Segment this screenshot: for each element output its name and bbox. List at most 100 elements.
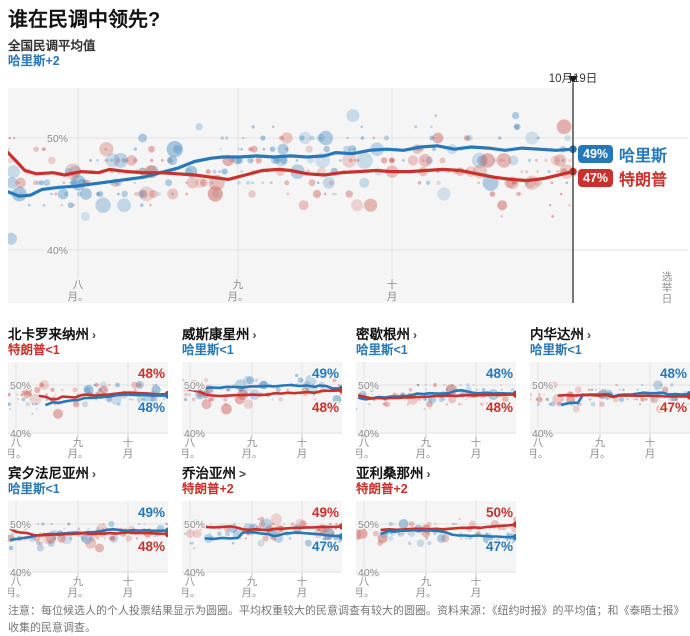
state-trend-chart-north-carolina[interactable]: 50% 40%八月。 九月。 十月 48% 48% <box>8 362 168 460</box>
bottom-value-label: 48% <box>486 400 513 415</box>
poll-dots-and-trend-layer <box>184 513 342 549</box>
chevron-right-icon: > <box>239 467 247 481</box>
state-card-georgia: 乔治亚州 > 特朗普+2 50% 40% 八月。 九月。 十月 49% 47% <box>182 466 342 599</box>
chevron-right-icon: › <box>252 328 257 342</box>
plot-background <box>182 501 342 573</box>
y-axis-tick: 50% <box>47 133 68 145</box>
x-axis-tick: 八月。 <box>182 437 201 460</box>
x-axis-tick: 九月。 <box>242 576 263 599</box>
red-trend-line <box>557 393 690 399</box>
state-link-wisconsin[interactable]: 威斯康星州 › <box>182 327 342 343</box>
state-card-nevada: 内华达州 › 哈里斯<1 50% 40% 八月。 九月。 十月 48% 47% <box>530 327 690 460</box>
poll-dots-and-trend-layer <box>8 521 168 553</box>
red-trend-line <box>357 393 516 400</box>
state-card-arizona: 亚利桑那州 › 特朗普+2 50% 40% 八月。 九月。 十月 50% 47% <box>356 466 516 599</box>
y-axis-tick: 50% <box>358 380 379 392</box>
bottom-value-label: 47% <box>660 400 687 415</box>
state-charts-row-2: 宾夕法尼亚州 › 哈里斯<1 50% 40% 八月。 九月。 十月 49% 48% 乔治亚州 > 特朗普… <box>8 466 690 599</box>
state-charts-row-1: 北卡罗来纳州 › 特朗普<1 50% 40% 八月。 九月。 十月 48% 48% 威斯康星州 › 哈里… <box>8 327 690 460</box>
y-axis-tick: 50% <box>358 519 379 531</box>
chevron-right-icon: › <box>92 467 96 481</box>
bottom-value-label: 48% <box>312 400 339 415</box>
y-axis-tick: 40% <box>184 428 205 440</box>
x-axis-tick: 十月 <box>471 575 482 599</box>
state-link-georgia[interactable]: 乔治亚州 > <box>182 466 342 482</box>
poll-dots-and-trend-layer <box>356 382 516 410</box>
blue-trend-line <box>45 393 168 406</box>
x-axis-tick: 八月。 <box>182 576 201 599</box>
blue-trend-line <box>8 144 573 198</box>
top-value-label: 48% <box>486 366 513 381</box>
x-axis-tick: 九月。 <box>68 437 89 460</box>
state-name: 密歇根州 <box>356 327 410 342</box>
state-margin-label: 哈里斯<1 <box>182 343 234 357</box>
y-axis-tick: 50% <box>184 380 205 392</box>
red-trend-line <box>204 525 342 532</box>
state-link-north-carolina[interactable]: 北卡罗来纳州 › <box>8 327 168 343</box>
state-card-wisconsin: 威斯康星州 › 哈里斯<1 50% 40% 八月。 九月。 十月 49% 48% <box>182 327 342 460</box>
page-title: 谁在民调中领先? <box>8 9 161 31</box>
state-card-pennsylvania: 宾夕法尼亚州 › 哈里斯<1 50% 40% 八月。 九月。 十月 49% 48% <box>8 466 168 599</box>
plot-background <box>8 88 573 303</box>
national-trend-chart[interactable]: 50% 40% 八月。 九月。 十月 选举日 <box>0 74 690 305</box>
red-trend-line <box>9 528 168 537</box>
state-margin-label: 特朗普<1 <box>8 343 60 357</box>
state-trend-chart-nevada[interactable]: 50% 40%八月。 九月。 十月 48% 47% <box>530 362 690 460</box>
blue-trend-line <box>204 530 342 541</box>
state-margin-label: 特朗普+2 <box>356 482 408 496</box>
state-link-michigan[interactable]: 密歇根州 › <box>356 327 516 343</box>
state-link-arizona[interactable]: 亚利桑那州 › <box>356 466 516 482</box>
x-axis-tick: 八月。 <box>356 576 375 599</box>
chevron-right-icon: › <box>413 328 417 342</box>
y-axis-tick: 40% <box>184 567 205 579</box>
state-trend-chart-pennsylvania[interactable]: 50% 40%八月。 九月。 十月 49% 48% <box>8 501 168 599</box>
x-axis-tick: 八月。 <box>530 437 549 460</box>
y-axis-tick: 40% <box>358 428 379 440</box>
plot-background <box>182 362 342 434</box>
state-card-michigan: 密歇根州 › 哈里斯<1 50% 40% 八月。 九月。 十月 48% 48% <box>356 327 516 460</box>
chevron-right-icon: › <box>426 467 431 481</box>
blue-end-dot <box>512 533 516 541</box>
state-trend-chart-wisconsin[interactable]: 50% 40%八月。 九月。 十月 49% 48% <box>182 362 342 460</box>
y-axis-tick: 40% <box>10 428 31 440</box>
x-axis-tick: 九月。 <box>242 437 263 460</box>
x-axis-tick: 十月 <box>645 436 656 460</box>
state-trend-chart-georgia[interactable]: 50% 40%八月。 九月。 十月 49% 47% <box>182 501 342 599</box>
x-axis-tick: 十月 <box>297 436 308 460</box>
red-trend-line <box>185 388 342 398</box>
red-end-dot <box>338 523 342 530</box>
bottom-value-label: 48% <box>138 400 165 415</box>
top-value-label: 50% <box>486 505 513 520</box>
date-marker-label: 10月19日 <box>548 73 598 85</box>
election-day-label: 选举日 <box>662 270 673 305</box>
state-trend-chart-arizona[interactable]: 50% 40%八月。 九月。 十月 50% 47% <box>356 501 516 599</box>
poll-dots-and-trend-layer <box>182 373 342 415</box>
state-link-pennsylvania[interactable]: 宾夕法尼亚州 › <box>8 466 168 482</box>
state-card-north-carolina: 北卡罗来纳州 › 特朗普<1 50% 40% 八月。 九月。 十月 48% 48% <box>8 327 168 460</box>
x-axis-tick: 八月。 <box>356 437 375 460</box>
x-axis-tick: 十月 <box>297 575 308 599</box>
red-end-dot <box>338 387 342 394</box>
poll-dots-and-trend-layer <box>8 380 168 419</box>
poll-dots-and-trend-layer <box>8 109 573 245</box>
x-axis-tick: 八月。 <box>68 279 89 303</box>
y-axis-tick: 40% <box>358 567 379 579</box>
state-name: 宾夕法尼亚州 <box>8 466 89 481</box>
state-margin-label: 哈里斯<1 <box>530 343 582 357</box>
trump-end-label: 47% 特朗普 <box>578 168 667 189</box>
harris-value-badge: 49% <box>578 145 614 163</box>
state-link-nevada[interactable]: 内华达州 › <box>530 327 690 343</box>
national-margin-label: 哈里斯+2 <box>8 54 60 68</box>
y-axis-tick: 50% <box>184 519 205 531</box>
state-name: 亚利桑那州 <box>356 466 424 481</box>
chevron-right-icon: › <box>587 328 591 342</box>
x-axis-tick: 九月。 <box>228 279 249 303</box>
y-axis-tick: 50% <box>10 519 31 531</box>
y-axis-tick: 40% <box>10 567 31 579</box>
y-axis-tick: 40% <box>532 428 553 440</box>
state-name: 威斯康星州 <box>182 327 250 342</box>
blue-trend-line <box>185 383 342 391</box>
y-axis-tick: 50% <box>10 380 31 392</box>
state-trend-chart-michigan[interactable]: 50% 40%八月。 九月。 十月 48% 48% <box>356 362 516 460</box>
